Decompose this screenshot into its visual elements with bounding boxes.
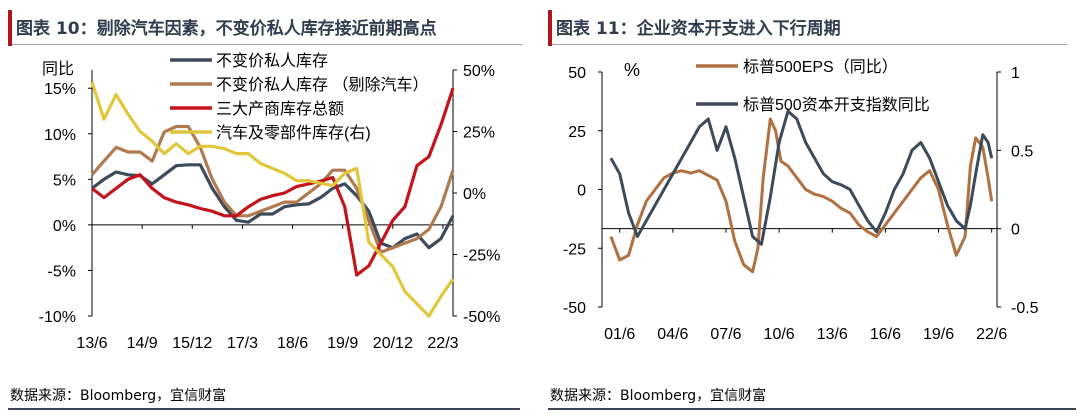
x-tick-label: 07/6 — [710, 326, 741, 343]
right-y-ticks: 50% 25% 0% -25% -50% — [453, 63, 500, 326]
x-tick-label: 13/6 — [817, 326, 848, 343]
y-tick-label: 50 — [568, 65, 586, 82]
x-tick-label: 04/6 — [657, 326, 688, 343]
y2-tick-label: 0.5 — [1011, 143, 1033, 160]
x-tick-label: 18/6 — [277, 335, 308, 352]
y-tick-label: 15% — [44, 81, 76, 98]
y-tick-label: -5% — [48, 263, 76, 280]
legend-label: 不变价私人库存 （剔除汽车） — [216, 76, 428, 94]
chart-panel-inventory: 图表 10：剔除汽车因素，不变价私人库存接近前期高点 同比 15% 10% 5% 0%… — [0, 0, 530, 420]
y-axis-label: 同比 — [42, 60, 74, 78]
y2-tick-label: 0% — [463, 186, 486, 203]
source-note: 数据来源：Bloomberg，宜信财富 — [550, 388, 767, 404]
y-tick-label: 25 — [568, 124, 586, 141]
series-line — [90, 124, 455, 254]
y2-tick-label: 1 — [1011, 65, 1020, 82]
bottom-divider — [548, 408, 1076, 410]
y2-tick-label: 25% — [463, 125, 495, 142]
legend-label: 不变价私人库存 — [216, 52, 328, 70]
series-line — [609, 117, 994, 274]
y-tick-label: -25 — [563, 241, 586, 258]
chart-title: 图表 10：剔除汽车因素，不变价私人库存接近前期高点 — [16, 19, 437, 39]
y-tick-label: 0 — [577, 183, 586, 200]
y-tick-label: 5% — [53, 172, 76, 189]
title-accent-bar — [8, 10, 12, 46]
legend: 标普500EPS（同比） 标普500资本开支指数同比 — [696, 58, 930, 114]
left-y-ticks: 50 25 0 -25 -50 — [563, 65, 602, 317]
series-line — [90, 81, 455, 318]
x-tick-label: 10/6 — [764, 326, 795, 343]
y2-tick-label: -0.5 — [1011, 300, 1039, 317]
y2-tick-label: 50% — [463, 63, 495, 80]
chart-svg: % 50 25 0 -25 -50 1 0.5 0 -0.5 01/6 04/6 07/6 10/6… — [563, 58, 1039, 343]
x-tick-label: 20/12 — [373, 335, 413, 352]
x-tick-label: 19/9 — [327, 335, 358, 352]
x-tick-label: 22/6 — [976, 326, 1007, 343]
y-tick-label: 10% — [44, 127, 76, 144]
x-tick-label: 22/3 — [427, 335, 458, 352]
y-axis-label: % — [624, 60, 640, 80]
title-divider — [552, 44, 1067, 45]
y-tick-label: -50 — [563, 300, 586, 317]
source-note: 数据来源：Bloomberg，宜信财富 — [10, 388, 227, 404]
y2-tick-label: -50% — [463, 309, 500, 326]
x-tick-label: 19/6 — [923, 326, 954, 343]
y2-tick-label: -25% — [463, 248, 500, 265]
title-accent-bar — [548, 10, 552, 46]
x-ticks: 13/6 14/9 15/12 17/3 18/6 19/9 20/12 22/3 — [76, 224, 459, 352]
right-y-ticks: 1 0.5 0 -0.5 — [997, 65, 1039, 317]
x-tick-label: 14/9 — [127, 335, 158, 352]
y-tick-label: 0% — [53, 218, 76, 235]
x-tick-label: 01/6 — [604, 326, 635, 343]
legend-label: 标普500资本开支指数同比 — [743, 96, 930, 114]
x-tick-label: 13/6 — [76, 335, 107, 352]
x-tick-label: 17/3 — [227, 335, 258, 352]
legend-label: 三大产商库存总额 — [216, 100, 344, 118]
left-y-ticks: 15% 10% 5% 0% -5% -10% — [39, 81, 92, 326]
series-line — [609, 109, 994, 246]
chart-title: 图表 11：企业资本开支进入下行周期 — [556, 19, 841, 39]
chart-panel-capex: 图表 11：企业资本开支进入下行周期 % 50 25 0 -25 -50 1 0.5 0 -0… — [540, 0, 1080, 420]
title-divider — [12, 44, 522, 45]
x-tick-label: 16/6 — [870, 326, 901, 343]
chart-svg: 同比 15% 10% 5% 0% -5% -10% 50% 25% 0% -25% -50% 13… — [39, 52, 501, 352]
plot-area — [601, 72, 998, 307]
legend-label: 汽车及零部件库存(右) — [216, 124, 371, 142]
legend-label: 标普500EPS（同比） — [743, 58, 898, 76]
x-ticks: 01/6 04/6 07/6 10/6 13/6 16/6 19/6 22/6 — [604, 228, 1007, 343]
y-tick-label: -10% — [39, 309, 76, 326]
x-tick-label: 15/12 — [172, 335, 212, 352]
bottom-divider — [8, 408, 520, 410]
y2-tick-label: 0 — [1011, 222, 1020, 239]
series-line — [91, 87, 455, 277]
